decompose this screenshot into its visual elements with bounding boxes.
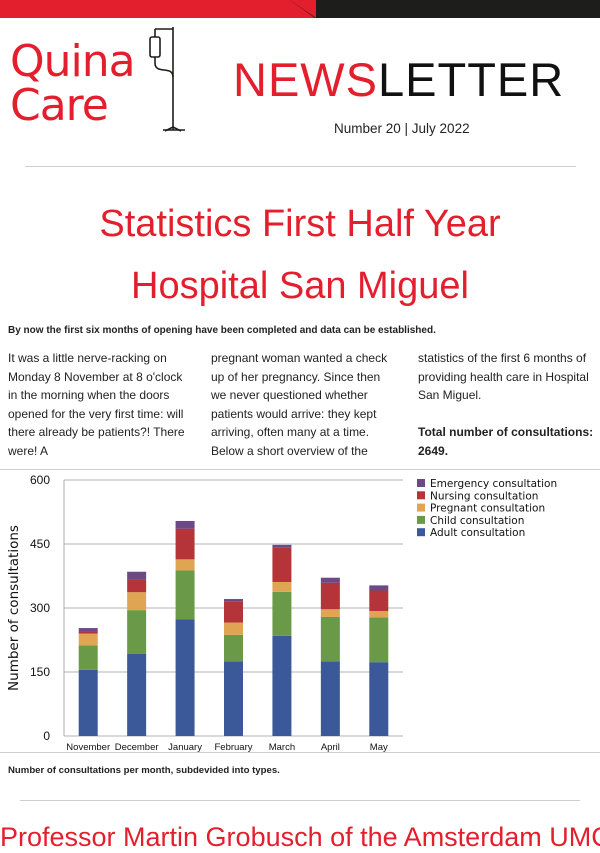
bar-segment (78, 633, 98, 646)
next-article-title: Professor Martin Grobusch of the Amsterd… (0, 822, 600, 852)
y-tick-label: 300 (30, 601, 50, 615)
legend-swatch (417, 528, 425, 537)
article-title-line-2: Hospital San Miguel (131, 265, 469, 307)
bar-segment (175, 570, 195, 620)
header-divider (25, 166, 576, 167)
iv-drip-stand-icon (149, 27, 185, 132)
logo-line-2: Care (10, 80, 109, 131)
y-tick-label: 450 (30, 537, 50, 551)
bar-segment (224, 622, 243, 635)
bar-segment (78, 631, 98, 634)
issue-number: Number 20 | July 2022 (334, 121, 470, 136)
bar-segment (175, 520, 195, 529)
bar-segment (320, 577, 340, 583)
chart-caption: Number of consultations per month, subde… (8, 765, 280, 776)
logo-line-1: Quina (10, 36, 136, 87)
bar-segment (175, 619, 195, 736)
bar-segment (127, 592, 147, 611)
y-tick-label: 150 (30, 665, 50, 679)
bar-segment (224, 634, 243, 662)
column-2-text: pregnant woman wanted a check up of her … (211, 351, 388, 458)
x-tick-label: December (115, 742, 159, 753)
bar-segment (272, 547, 292, 582)
bar-segment (320, 582, 340, 610)
x-tick-label: January (168, 742, 202, 753)
bar-segment (320, 661, 340, 736)
x-tick-label: May (370, 742, 388, 753)
bar-segment (127, 571, 147, 580)
bar-segment (175, 528, 195, 560)
bar-segment (127, 579, 147, 593)
bar-segment (224, 661, 243, 736)
bar-segment (127, 610, 147, 654)
bar-segment (272, 581, 292, 592)
legend-swatch (417, 515, 425, 524)
column-1-text: It was a little nerve-racking on Monday … (8, 351, 185, 458)
chart-top-divider (0, 469, 600, 470)
bar-segment (369, 590, 389, 611)
bar-segment (272, 635, 292, 736)
logo-wordmark: Quina Care (10, 36, 136, 131)
bar-segment (78, 669, 98, 736)
legend-label: Adult consultation (430, 527, 525, 539)
bar-segment (175, 559, 195, 571)
x-tick-label: November (66, 742, 110, 753)
article-column-3: statistics of the first 6 months of prov… (418, 349, 598, 460)
bar-segment (78, 645, 98, 670)
legend-swatch (417, 503, 425, 512)
bar-segment (272, 591, 292, 636)
article-column-1: It was a little nerve-racking on Monday … (8, 349, 188, 460)
legend-label: Pregnant consultation (430, 503, 545, 515)
legend-swatch (417, 479, 425, 487)
legend-label: Emergency consultation (430, 478, 557, 490)
bar-segment (224, 601, 243, 623)
bar-segment (272, 544, 292, 548)
bar-segment (78, 628, 98, 632)
bar-segment (127, 653, 147, 736)
bar-segment (320, 609, 340, 617)
legend-label: Child consultation (430, 515, 524, 527)
legend-label: Nursing consultation (430, 490, 538, 502)
legend-swatch (417, 491, 425, 500)
top-banner (0, 0, 600, 18)
bar-segment (369, 585, 389, 591)
footer-divider (20, 800, 580, 801)
x-tick-label: February (214, 742, 252, 753)
bar-segment (369, 662, 389, 736)
bar-segment (369, 617, 389, 663)
article-title-line-1: Statistics First Half Year (99, 203, 501, 245)
article-column-2: pregnant woman wanted a check up of her … (211, 349, 391, 460)
newsletter-heading: NEWSLETTER (233, 55, 564, 105)
bar-segment (369, 610, 389, 618)
newsletter-heading-news: NEWS (233, 53, 378, 106)
total-consultations: Total number of consultations: 2649. (418, 425, 594, 458)
banner-black-band (290, 0, 600, 18)
chart-container: 0 150 300 450 600 Number of consultations Nove… (0, 470, 600, 755)
consultations-chart: 0 150 300 450 600 Number of consultations Nove… (6, 473, 557, 753)
bar-segment (320, 616, 340, 662)
chart-bottom-divider (0, 752, 600, 753)
x-tick-label: April (321, 742, 340, 753)
column-3-text: statistics of the first 6 months of prov… (418, 351, 589, 402)
x-tick-label: March (269, 742, 295, 753)
banner-red-band (0, 0, 316, 18)
y-axis-title: Number of consultations (6, 525, 22, 691)
bar-segment (224, 599, 243, 602)
y-tick-label: 0 (43, 729, 50, 743)
newsletter-heading-letter: LETTER (378, 53, 565, 106)
article-lead: By now the first six months of opening h… (8, 325, 436, 336)
y-tick-label: 600 (30, 473, 50, 487)
